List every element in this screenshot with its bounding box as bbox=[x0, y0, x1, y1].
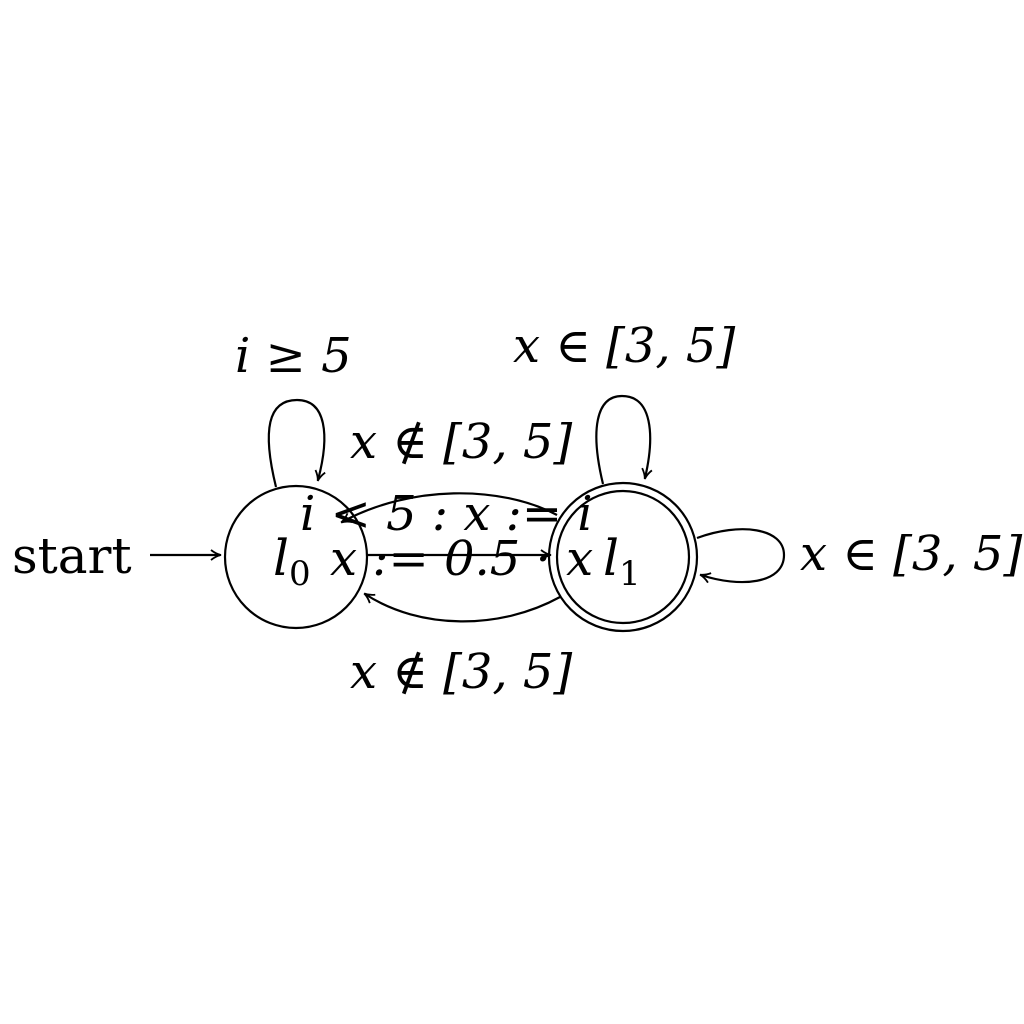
state-l0-label: l0 bbox=[273, 529, 311, 594]
edge-l0-self-label: i ≥ 5 bbox=[235, 328, 352, 384]
edge-l1-self-top-label: x ∈ [3, 5] bbox=[513, 318, 735, 374]
edge-l1-self-loop-right bbox=[696, 528, 786, 584]
edge-l0-self-loop bbox=[267, 398, 326, 488]
edge-l0-to-l1-upper-label: x ∉ [3, 5] bbox=[350, 414, 572, 470]
state-l1-inner-circle bbox=[555, 489, 691, 625]
edge-l1-self-loop-top bbox=[595, 394, 653, 485]
state-l1-label: l1 bbox=[603, 529, 641, 594]
edge-l1-self-right-label: x ∈ [3, 5] bbox=[800, 526, 1022, 582]
start-label: start bbox=[12, 527, 132, 585]
edge-l0-to-l1-straight-label: x := 0.5 · x bbox=[330, 531, 593, 587]
state-l0-sub: 0 bbox=[289, 554, 311, 594]
edge-l1-to-l0-upper-label: i < 5 : x := i bbox=[300, 486, 593, 542]
state-l0-circle bbox=[223, 484, 369, 630]
edge-l1-to-l0-lower-label: x ∉ [3, 5] bbox=[350, 644, 572, 700]
edge-l1-to-l0-lower bbox=[363, 592, 561, 623]
state-l1-sub: 1 bbox=[619, 554, 641, 594]
edge-l1-to-l0-upper bbox=[340, 492, 558, 524]
state-l1: l1 bbox=[547, 481, 699, 633]
state-l0-base: l bbox=[273, 529, 289, 587]
state-l0: l0 bbox=[223, 484, 369, 630]
state-l1-base: l bbox=[603, 529, 619, 587]
